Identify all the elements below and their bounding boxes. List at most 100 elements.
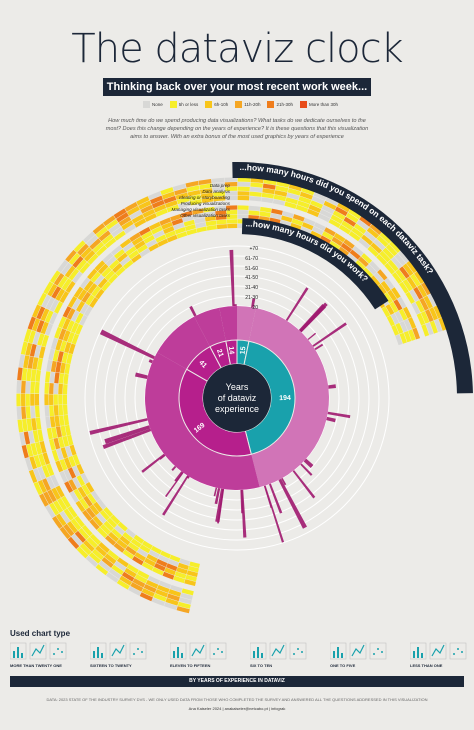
heat-cell — [85, 555, 99, 568]
heat-cell — [172, 183, 187, 191]
heat-cell — [101, 234, 114, 245]
heat-cell — [174, 188, 188, 196]
heat-cell — [116, 557, 129, 568]
scatter-icon — [217, 648, 219, 650]
heat-cell — [211, 177, 225, 184]
task-labels: Data prep Data analysis Ideating or stor… — [160, 183, 230, 219]
heat-cell — [180, 592, 193, 600]
heat-cell — [47, 489, 57, 503]
heat-cell — [90, 271, 101, 283]
heat-cell — [69, 444, 77, 456]
heat-cell — [103, 507, 114, 518]
heat-cell — [146, 553, 158, 563]
heat-cell — [91, 286, 101, 297]
chart-type-icon-frame — [29, 642, 47, 660]
heat-cell — [169, 554, 181, 563]
heat-cell — [288, 183, 303, 192]
heat-cell — [57, 275, 68, 289]
heat-cell — [26, 368, 32, 382]
heat-cell — [108, 223, 121, 234]
legend-item: More than 30h — [300, 100, 338, 108]
heat-cell — [343, 239, 355, 249]
heat-cell — [59, 470, 68, 483]
heat-cell — [101, 281, 112, 292]
heat-cell — [142, 540, 153, 550]
heat-cell — [25, 342, 33, 356]
heat-cell — [25, 393, 30, 406]
heat-cell — [134, 552, 146, 562]
heat-cell — [55, 361, 62, 373]
work-hours-bar — [102, 428, 152, 450]
heat-cell — [215, 214, 227, 221]
heat-cell — [92, 223, 106, 235]
heat-cell — [28, 330, 36, 344]
heat-cell — [68, 455, 76, 467]
heat-cell — [29, 343, 37, 357]
heat-cell — [70, 322, 79, 334]
heat-cell — [26, 418, 33, 432]
heat-cell — [370, 275, 381, 287]
chart-type-icon-frame — [189, 642, 207, 660]
heat-cell — [420, 311, 430, 324]
heat-cell — [94, 274, 105, 286]
heat-cell — [179, 558, 191, 566]
heat-cell — [83, 280, 94, 292]
heat-cell — [124, 567, 137, 578]
heat-cell — [406, 276, 417, 289]
heat-cell — [17, 367, 23, 381]
heat-cell — [143, 235, 155, 244]
heat-cell — [70, 518, 82, 531]
heat-cell — [74, 515, 85, 528]
heat-cell — [348, 231, 361, 242]
heat-cell — [377, 283, 387, 295]
heat-cell — [157, 584, 170, 594]
heat-cell — [104, 237, 117, 249]
heat-cell — [204, 211, 216, 218]
heat-cell — [194, 217, 206, 224]
hour-grid-circle — [94, 255, 380, 541]
experience-axis-banner: BY YEARS OF EXPERIENCE IN DATAVIZ — [10, 676, 464, 687]
heat-cell — [163, 602, 178, 611]
heat-cell — [226, 205, 238, 210]
heat-cell — [176, 567, 188, 575]
heat-cell — [55, 288, 66, 301]
heat-cell — [34, 393, 40, 406]
heat-cell — [337, 202, 351, 213]
used-chart-types: MORE THAN TWENTY ONE SIXTEEN TO TWENTY ELE… — [9, 641, 467, 673]
heat-cell — [59, 340, 67, 352]
heat-cell — [51, 427, 58, 439]
legend-label: None — [152, 101, 163, 107]
heat-cell — [55, 426, 62, 438]
heat-cell — [249, 191, 262, 197]
heat-cell — [64, 265, 76, 278]
heat-cell — [410, 273, 421, 287]
heat-cell — [145, 239, 157, 248]
heat-cell — [58, 328, 67, 341]
heat-cell — [345, 212, 359, 223]
experience-value-label: 15 — [240, 346, 248, 355]
task-label: Producing visualizations — [180, 201, 230, 206]
heat-cell — [117, 521, 128, 532]
heat-cell — [92, 241, 105, 253]
heat-cell — [369, 223, 383, 235]
heat-cell — [271, 208, 283, 215]
heat-cell — [137, 570, 150, 580]
heat-cell — [89, 238, 102, 250]
heat-cell — [408, 329, 416, 341]
line-chart-icon — [31, 644, 45, 657]
work-hours-bar — [217, 488, 224, 524]
heat-cell — [63, 414, 70, 426]
heat-cell — [213, 191, 226, 197]
bar-chart-icon — [17, 647, 19, 658]
heat-cell — [36, 319, 45, 333]
chart-type-icon-frame — [269, 642, 287, 660]
heat-cell — [79, 314, 88, 326]
heat-cell — [383, 292, 393, 304]
legend-item: 6h-10h — [205, 100, 228, 108]
heat-cell — [427, 293, 438, 307]
task-label: Data prep — [209, 183, 230, 188]
work-hours-bar — [299, 302, 328, 333]
heat-cell — [249, 196, 262, 202]
chart-type-icon-frame — [429, 642, 447, 660]
work-hours-bar — [303, 458, 314, 469]
